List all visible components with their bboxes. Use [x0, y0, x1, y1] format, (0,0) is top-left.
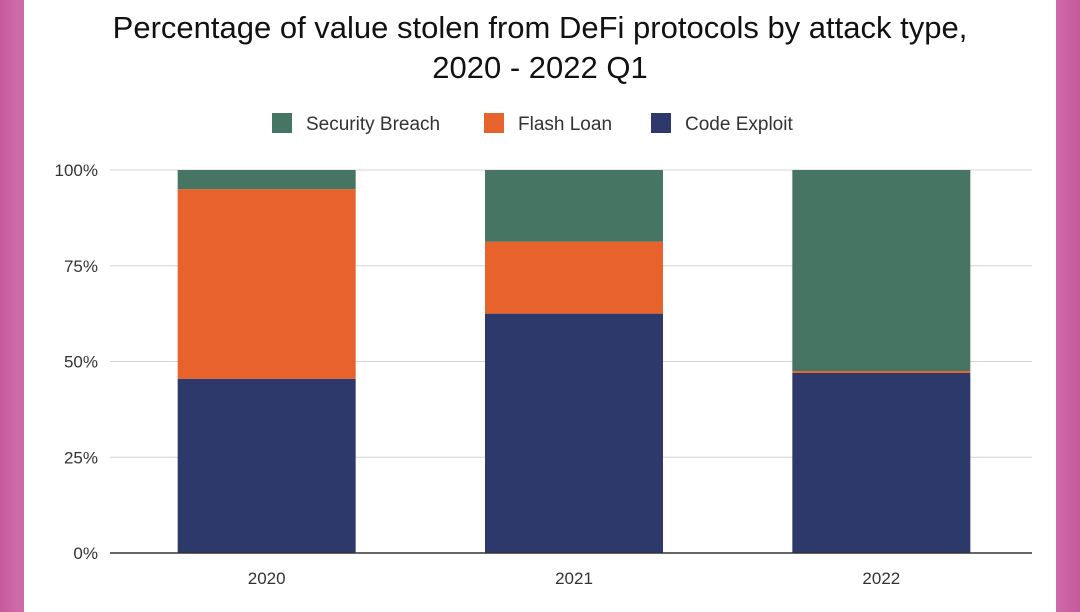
y-tick-label: 50% — [64, 353, 98, 372]
bar-segment — [792, 170, 971, 372]
bar-segment — [485, 170, 663, 242]
y-tick-label: 0% — [73, 544, 98, 563]
chart-title-line-1: Percentage of value stolen from DeFi pro… — [112, 10, 968, 45]
legend-swatch — [651, 113, 671, 133]
legend-label: Code Exploit — [685, 114, 793, 135]
bar-segment — [485, 313, 663, 553]
chart-title-line-2: 2020 - 2022 Q1 — [432, 50, 648, 85]
y-tick-label: 75% — [64, 257, 98, 276]
x-tick-label: 2020 — [248, 569, 286, 588]
legend-label: Security Breach — [306, 114, 440, 135]
y-tick-label: 25% — [64, 448, 98, 467]
bar-segment — [177, 189, 356, 379]
legend-label: Flash Loan — [518, 114, 612, 135]
x-tick-label: 2021 — [555, 569, 593, 588]
bar-segment — [792, 371, 971, 373]
bar-segment — [792, 372, 971, 553]
bar-segment — [177, 378, 356, 553]
bar-segment — [177, 170, 356, 190]
bar-segment — [485, 241, 663, 314]
x-tick-label: 2022 — [862, 569, 900, 588]
legend-swatch — [272, 113, 292, 133]
chart-title: Percentage of value stolen from DeFi pro… — [24, 8, 1056, 88]
y-tick-label: 100% — [55, 161, 98, 180]
legend-swatch — [484, 113, 504, 133]
